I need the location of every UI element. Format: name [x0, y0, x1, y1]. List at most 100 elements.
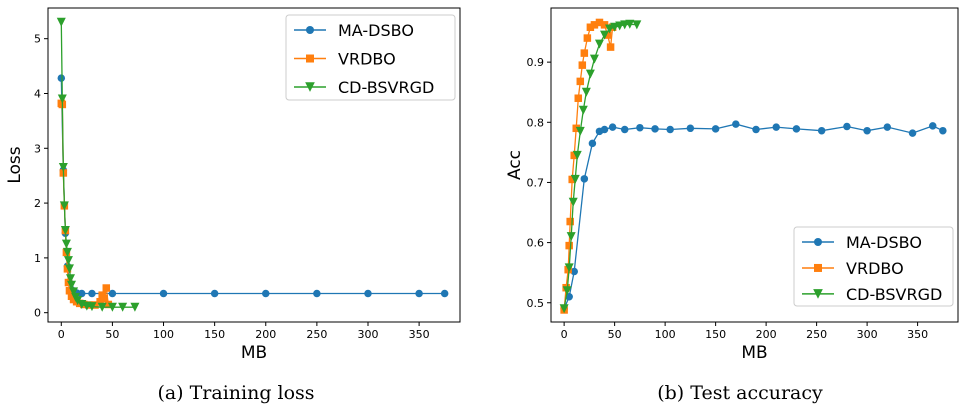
- data-point-ma-dsbo: [262, 289, 270, 298]
- data-point-vrdbo: [572, 124, 580, 133]
- data-point-cd-bsvrgd: [97, 302, 107, 312]
- data-point-vrdbo: [595, 18, 604, 27]
- accuracy-chart: 0 50 100 150 200 250 300 350 0.5 0.6 0.7 0.8 0.9 MB Ac…: [505, 7, 959, 363]
- y-tick-label: 0.8: [527, 116, 545, 129]
- data-point-ma-dsbo: [686, 124, 695, 133]
- data-point-ma-dsbo: [570, 267, 578, 276]
- y-tick-label: 1: [34, 252, 41, 265]
- data-point-ma-dsbo: [580, 175, 589, 183]
- x-tick-label: 150: [204, 328, 225, 341]
- x-tick-label: 100: [655, 328, 676, 341]
- data-point-vrdbo: [570, 151, 578, 160]
- data-point-cd-bsvrgd: [572, 150, 582, 160]
- legend-box: [285, 14, 456, 101]
- data-point-ma-dsbo: [620, 125, 629, 134]
- data-point-vrdbo: [580, 49, 589, 57]
- data-point-cd-bsvrgd: [615, 21, 625, 31]
- data-point-ma-dsbo: [752, 125, 760, 134]
- data-point-vrdbo: [104, 300, 113, 309]
- data-point-ma-dsbo: [364, 289, 372, 298]
- data-point-ma-dsbo: [57, 74, 66, 82]
- data-point-ma-dsbo: [863, 126, 871, 135]
- data-point-vrdbo: [603, 31, 612, 39]
- data-point-cd-bsvrgd: [575, 126, 585, 136]
- data-point-cd-bsvrgd: [59, 201, 69, 211]
- data-point-ma-dsbo: [908, 129, 917, 137]
- data-point-ma-dsbo: [651, 125, 659, 133]
- data-point-cd-bsvrgd: [562, 286, 572, 296]
- data-point-ma-dsbo: [732, 120, 740, 128]
- data-point-cd-bsvrgd: [69, 287, 79, 297]
- legend-label-vrdbo: VRDBO: [846, 259, 904, 278]
- x-tick-label: 250: [306, 328, 327, 341]
- data-point-ma-dsbo: [666, 125, 674, 134]
- data-point-ma-dsbo: [210, 289, 219, 298]
- data-point-cd-bsvrgd: [60, 225, 70, 235]
- data-point-cd-bsvrgd: [61, 239, 71, 249]
- data-point-ma-dsbo: [817, 126, 826, 135]
- data-point-cd-bsvrgd: [585, 69, 595, 79]
- data-point-ma-dsbo: [600, 125, 609, 134]
- data-point-ma-dsbo: [108, 289, 117, 298]
- data-point-cd-bsvrgd: [58, 162, 68, 172]
- plot-frame: [47, 7, 461, 323]
- legend-marker-vrdbo: [306, 54, 314, 63]
- plot-frame: [550, 7, 959, 323]
- data-point-cd-bsvrgd: [600, 30, 610, 40]
- data-point-vrdbo: [576, 77, 585, 86]
- y-tick-label: 0: [34, 307, 41, 320]
- data-point-cd-bsvrgd: [564, 263, 574, 273]
- data-point-cd-bsvrgd: [568, 197, 578, 207]
- legend-marker-cd-bsvrgd: [813, 289, 823, 299]
- legend-label-ma-dsbo: MA-DSBO: [338, 21, 414, 40]
- data-point-cd-bsvrgd: [610, 22, 620, 32]
- data-point-ma-dsbo: [88, 289, 96, 298]
- data-point-cd-bsvrgd: [62, 247, 72, 257]
- legend-marker-cd-bsvrgd: [305, 82, 315, 92]
- data-point-ma-dsbo: [415, 289, 423, 298]
- data-point-vrdbo: [574, 94, 583, 102]
- data-point-vrdbo: [565, 241, 573, 250]
- legend: MA-DSBO VRDBO CD-BSVRGD: [285, 14, 456, 101]
- data-point-ma-dsbo: [440, 289, 449, 298]
- caption-test-accuracy: (b) Test accuracy: [657, 382, 823, 404]
- series-ma-dsbo: [560, 120, 947, 313]
- series-line-ma-dsbo: [60, 78, 445, 295]
- series-cd-bsvrgd: [56, 17, 140, 312]
- data-point-cd-bsvrgd: [578, 105, 588, 115]
- data-point-vrdbo: [568, 175, 576, 184]
- data-point-ma-dsbo: [159, 289, 168, 298]
- data-point-ma-dsbo: [608, 123, 617, 131]
- data-point-cd-bsvrgd: [581, 87, 591, 97]
- caption-training-loss: (a) Training loss: [157, 382, 314, 404]
- data-point-ma-dsbo: [588, 139, 597, 148]
- y-tick-label: 0.5: [527, 297, 545, 310]
- y-tick-label: 2: [34, 197, 41, 210]
- data-point-cd-bsvrgd: [632, 20, 642, 30]
- y-axis-label: Loss: [5, 146, 25, 183]
- data-point-vrdbo: [100, 294, 108, 303]
- data-point-vrdbo: [96, 297, 104, 306]
- data-point-cd-bsvrgd: [87, 302, 97, 312]
- x-axis-label: MB: [241, 343, 267, 363]
- data-point-cd-bsvrgd: [57, 94, 67, 104]
- data-point-vrdbo: [566, 217, 574, 226]
- x-tick-label: 0: [561, 328, 568, 341]
- x-tick-label: 300: [857, 328, 878, 341]
- data-point-vrdbo: [583, 34, 592, 42]
- data-point-vrdbo: [578, 61, 587, 69]
- data-point-cd-bsvrgd: [118, 302, 128, 312]
- data-point-ma-dsbo: [77, 289, 86, 298]
- legend-box: [793, 226, 954, 307]
- data-point-ma-dsbo: [843, 122, 851, 131]
- data-point-vrdbo: [65, 287, 74, 295]
- data-point-cd-bsvrgd: [67, 280, 77, 290]
- x-tick-label: 100: [153, 328, 174, 341]
- x-tick-label: 350: [907, 328, 928, 341]
- data-point-ma-dsbo: [772, 123, 780, 131]
- legend-label-cd-bsvrgd: CD-BSVRGD: [338, 78, 434, 97]
- data-point-cd-bsvrgd: [589, 54, 599, 64]
- data-point-vrdbo: [102, 284, 111, 292]
- legend-marker-ma-dsbo: [306, 26, 314, 34]
